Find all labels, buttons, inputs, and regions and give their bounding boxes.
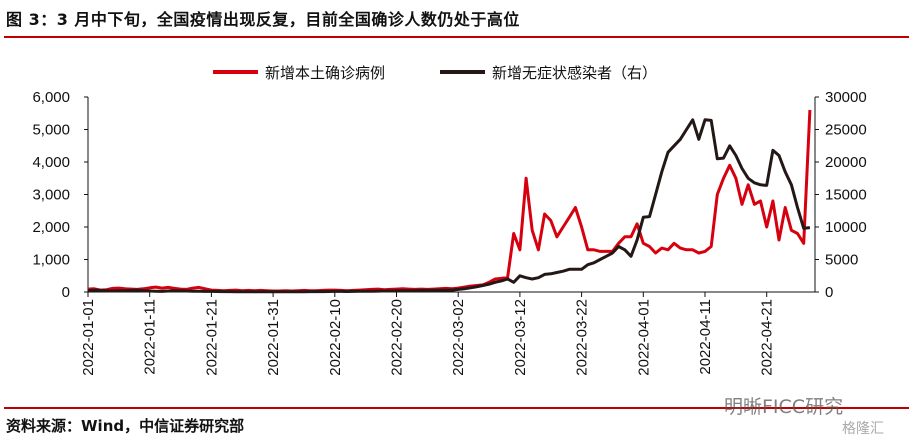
left-tick-label: 5,000 (32, 122, 70, 139)
right-tick-label: 15000 (825, 187, 867, 204)
x-tick-label: 2022-02-10 (327, 299, 344, 376)
right-tick-label: 25000 (825, 122, 867, 139)
x-tick-label: 2022-01-11 (142, 299, 159, 375)
watermark-secondary: 格隆汇 (842, 421, 884, 437)
legend-label: 新增无症状感染者（右） (492, 64, 657, 82)
series-line-confirmed (87, 109, 812, 293)
x-tick-label: 2022-01-21 (203, 299, 220, 376)
x-tick-label: 2022-04-11 (697, 299, 714, 375)
source-note: 资料来源：Wind，中信证券研究部 (6, 417, 245, 435)
x-tick-label: 2022-01-01 (80, 299, 97, 376)
left-tick-label: 3,000 (32, 187, 70, 204)
right-tick-label: 5000 (825, 252, 858, 269)
watermark: 明晰FICC研究 (724, 396, 844, 418)
right-tick-label: 30000 (825, 89, 867, 106)
left-tick-label: 2,000 (32, 219, 70, 236)
series-line-asymptomatic (87, 118, 811, 294)
right-tick-label: 10000 (825, 219, 867, 236)
chart-title: 图 3：3 月中下旬，全国疫情出现反复，目前全国确诊人数仍处于高位 (6, 10, 520, 29)
title-divider (4, 36, 909, 38)
x-tick-label: 2022-04-21 (759, 299, 776, 376)
right-tick-label: 20000 (825, 154, 867, 171)
x-tick-label: 2022-03-22 (574, 299, 591, 376)
x-tick-label: 2022-03-12 (512, 299, 529, 376)
left-tick-label: 0 (62, 284, 70, 301)
x-tick-label: 2022-03-02 (450, 299, 467, 376)
left-tick-label: 4,000 (32, 154, 70, 171)
x-tick-label: 2022-02-20 (389, 299, 406, 376)
x-tick-label: 2022-04-01 (635, 299, 652, 376)
left-tick-label: 1,000 (32, 252, 70, 269)
x-tick-label: 2022-01-31 (265, 299, 282, 376)
legend-label: 新增本土确诊病例 (265, 64, 385, 82)
left-tick-label: 6,000 (32, 89, 70, 106)
footer-divider (4, 407, 909, 409)
right-tick-label: 0 (825, 284, 833, 301)
